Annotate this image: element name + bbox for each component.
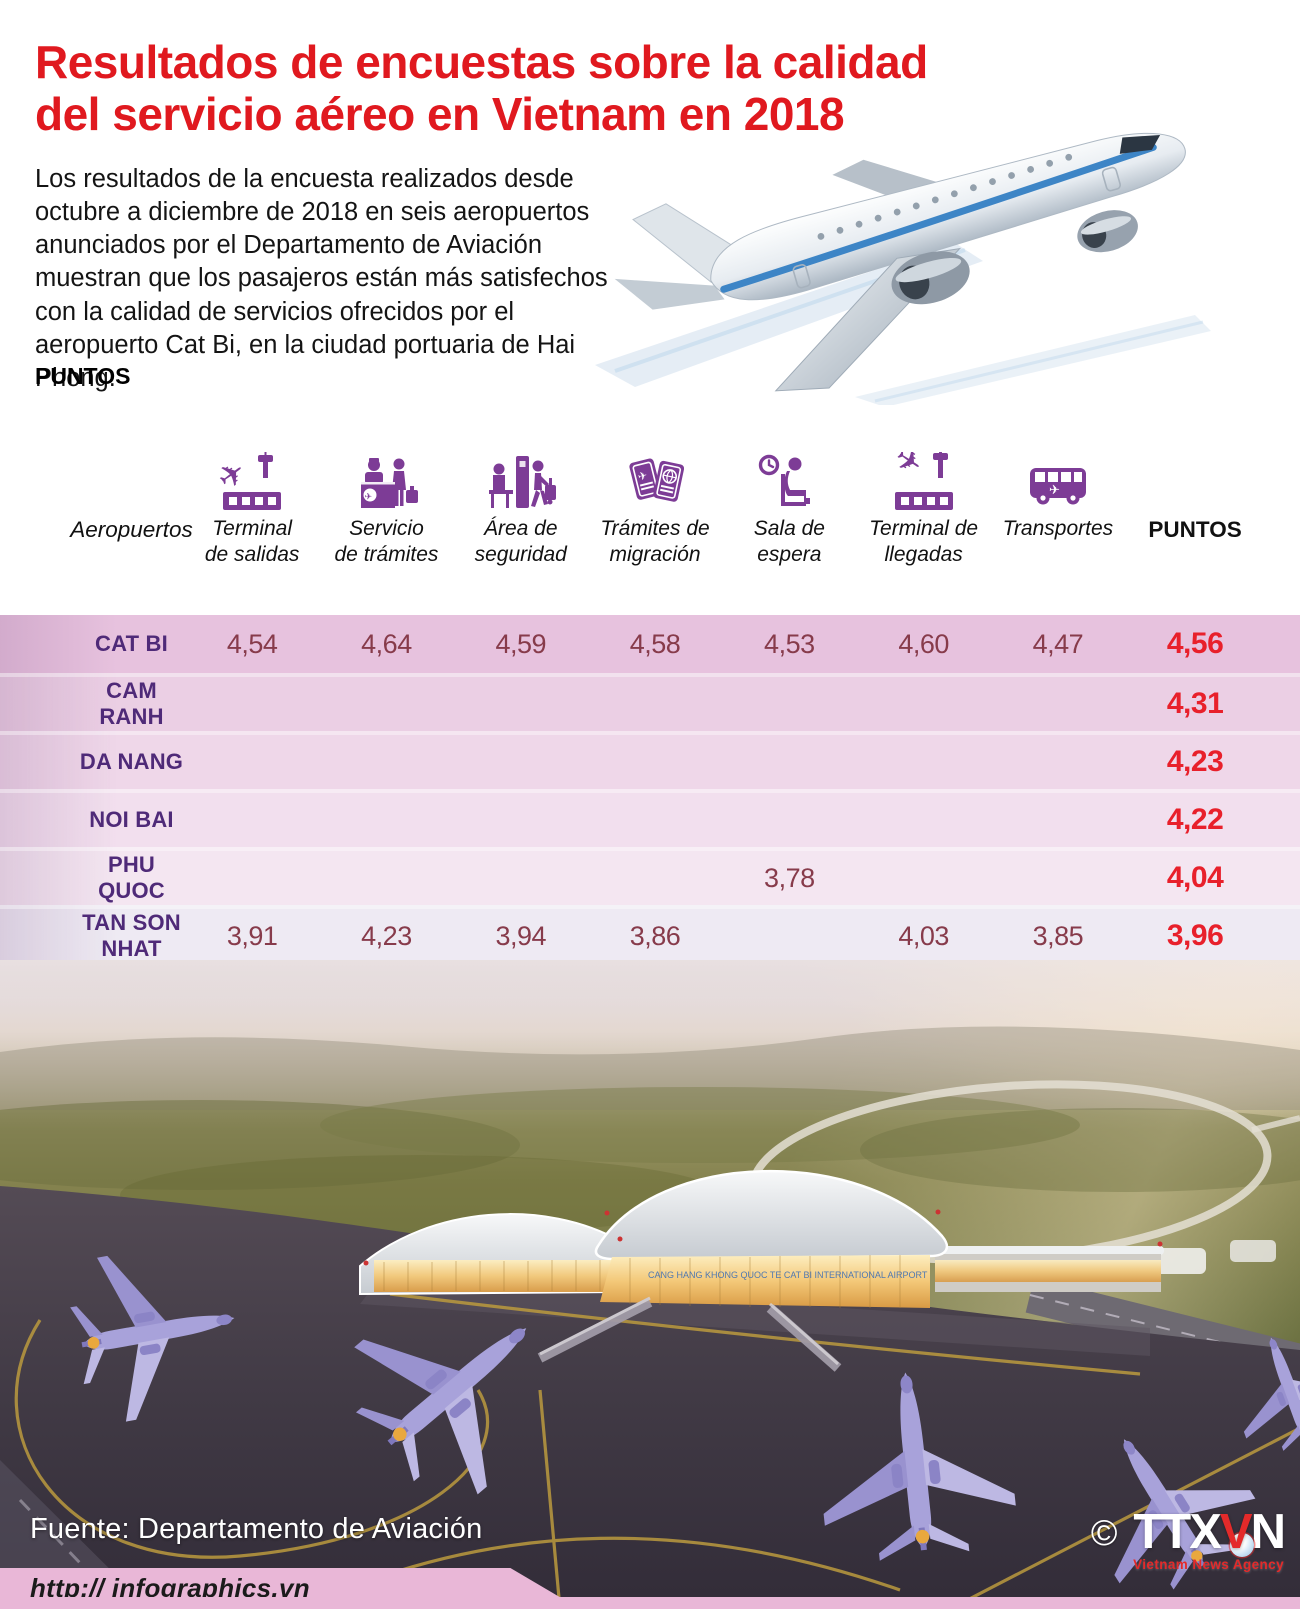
col-label-line1: Transportes: [1002, 517, 1114, 540]
column-header-arrivals: ✈ Terminal de llegadas: [856, 440, 990, 567]
table-header: Aeropuertos ✈ Terminal de salid: [0, 440, 1300, 567]
points-value: 4,31: [1166, 687, 1224, 720]
agency-subtitle: Vietnam News Agency: [1133, 1557, 1284, 1572]
copyright-icon: ©: [1090, 1511, 1118, 1553]
svg-text:✈: ✈: [1049, 483, 1060, 498]
results-table: CAT BI 4,54 4,64 4,59 4,58 4,53 4,60 4,4…: [0, 615, 1300, 963]
airport-name: TAN SON NHAT: [82, 910, 181, 961]
bottom-pink-strip: [0, 1597, 1300, 1609]
airports-header-label: Aeropuertos: [70, 517, 193, 542]
points-value: 3,96: [1166, 919, 1224, 952]
security-area-icon: [488, 456, 556, 508]
airplane-illustration-icon: [595, 132, 1211, 405]
airport-name: CAT BI: [95, 631, 168, 656]
col-label-line2: llegadas: [884, 542, 963, 566]
svg-text:✈: ✈: [365, 493, 373, 503]
table-row: CAT BI 4,54 4,64 4,59 4,58 4,53 4,60 4,4…: [0, 615, 1300, 673]
logo-ttx: TTX: [1133, 1505, 1222, 1559]
col-label-line2: migración: [609, 542, 701, 566]
column-header-checkin: ✈ Servicio de trámites: [319, 440, 453, 567]
column-header-departures: ✈ Terminal de salidas: [185, 440, 319, 567]
col-label-line1: Servicio: [349, 517, 424, 540]
column-header-security: Área de seguridad: [454, 440, 588, 567]
points-value: 4,56: [1166, 627, 1224, 660]
immigration-passports-icon: ✈: [629, 458, 685, 502]
arrivals-terminal-icon: ✈: [889, 452, 953, 510]
ttxvn-logo: © TTX V N: [1090, 1505, 1286, 1559]
airport-aerial-photo: CANG HANG KHONG QUOC TE CAT BI INTERNATI…: [0, 960, 1300, 1609]
column-header-transport: ✈ Transportes: [991, 440, 1125, 567]
airport-name: DA NANG: [79, 749, 184, 774]
points-value: 4,23: [1166, 745, 1224, 778]
table-row: CAM RANH 4,31: [0, 673, 1300, 731]
table-row: TAN SON NHAT 3,91 4,23 3,94 3,86 4,03 3,…: [0, 905, 1300, 963]
col-label-line1: Sala de: [753, 517, 825, 540]
intro-paragraph: Los resultados de la encuesta realizados…: [35, 165, 608, 392]
checkin-service-icon: ✈: [361, 458, 419, 508]
col-label-line2: espera: [757, 542, 822, 566]
waiting-room-icon: [759, 454, 811, 506]
page-title: Resultados de encuestas sobre la calidad…: [35, 36, 935, 141]
column-header-points: PUNTOS: [1125, 440, 1265, 567]
points-value: 4,04: [1166, 861, 1224, 894]
col-label-line1: Terminal: [212, 517, 293, 540]
table-row: NOI BAI 4,22: [0, 789, 1300, 847]
departures-terminal-icon: ✈: [217, 452, 282, 510]
svg-text:✈: ✈: [637, 469, 649, 484]
col-label-line1: Terminal de: [869, 517, 979, 540]
logo-n: N: [1250, 1505, 1286, 1559]
table-row: DA NANG 4,23: [0, 731, 1300, 789]
source-credit: Fuente: Departamento de Aviación: [30, 1513, 483, 1545]
column-header-waiting: Sala de espera: [722, 440, 856, 567]
title-line-1: Resultados de encuestas sobre la calidad: [35, 36, 928, 88]
title-line-2: del servicio aéreo en Vietnam en 2018: [35, 88, 845, 141]
bus-transport-icon: ✈: [1029, 468, 1086, 505]
points-section-label: PUNTOS: [35, 363, 131, 389]
col-label-line2: seguridad: [474, 542, 567, 566]
column-header-immigration: ✈ Trámites de migración: [588, 440, 722, 567]
airport-name: CAM RANH: [99, 678, 164, 729]
airport-name: NOI BAI: [89, 807, 174, 832]
column-header-airports: Aeropuertos: [0, 440, 193, 567]
points-header-label: PUNTOS: [1148, 517, 1242, 542]
col-label-line2: de trámites: [334, 542, 439, 566]
terminal-sign: CANG HANG KHONG QUOC TE CAT BI INTERNATI…: [648, 1270, 928, 1280]
col-label-line1: Área de: [483, 517, 558, 540]
points-value: 4,22: [1166, 803, 1224, 836]
svg-text:✈: ✈: [889, 452, 931, 484]
logo-v: V: [1220, 1508, 1254, 1557]
svg-text:✈: ✈: [217, 452, 254, 498]
airport-name: PHU QUOC: [98, 852, 165, 903]
col-label-line2: de salidas: [204, 542, 300, 566]
table-row: PHU QUOC 3,78 4,04: [0, 847, 1300, 905]
col-label-line1: Trámites de: [600, 517, 710, 540]
